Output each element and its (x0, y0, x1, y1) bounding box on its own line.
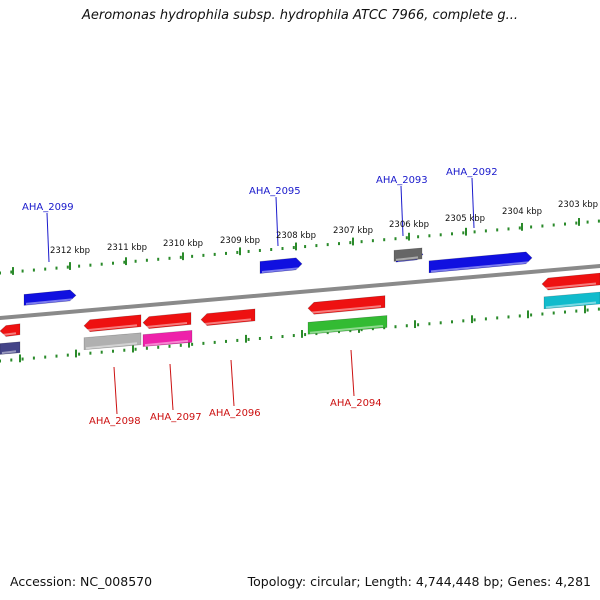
gene-arrow-edge-right (541, 272, 600, 291)
gene-arrow-aha-2098 (83, 314, 142, 333)
ruler-tick-label: 2308 kbp (276, 231, 316, 241)
gene-label: AHA_2092 (446, 167, 498, 178)
map-title: Aeromonas hydrophila subsp. hydrophila A… (81, 8, 519, 23)
chromosome-backbone (0, 264, 600, 320)
label-leader (275, 196, 279, 247)
ruler-tick-label: 2306 kbp (389, 220, 429, 230)
gene-arrow-aha-2099 (23, 289, 77, 306)
feature-arrow-navy (0, 341, 21, 355)
feature-arrow-cyan (543, 291, 600, 310)
genome-summary: Topology: circular; Length: 4,744,448 bp… (247, 574, 591, 589)
label-leader (471, 177, 475, 229)
lower-position-ruler (0, 305, 600, 363)
gene-arrow-aha-2094 (307, 295, 386, 315)
gene-arrow-aha-2097 (142, 312, 192, 329)
label-leader (230, 359, 235, 407)
ruler-tick-label: 2307 kbp (333, 226, 373, 236)
ruler-tick-label: 2303 kbp (558, 200, 598, 210)
gene-label: AHA_2096 (209, 408, 261, 419)
gene-label: AHA_2094 (330, 398, 382, 409)
gene-label: AHA_2097 (150, 412, 202, 423)
accession-label: Accession: NC_008570 (10, 574, 153, 589)
gene-features (0, 247, 600, 355)
label-leader (400, 185, 404, 237)
feature-arrow-grey-2098 (83, 332, 142, 351)
gene-label: AHA_2095 (249, 186, 301, 197)
ruler-tick-label: 2304 kbp (502, 207, 542, 217)
ruler-tick-label: 2305 kbp (445, 214, 485, 224)
upper-position-ruler (0, 218, 600, 275)
gene-label: AHA_2093 (376, 175, 428, 186)
gene-label: AHA_2098 (89, 416, 141, 427)
feature-arrow-grey (393, 247, 423, 262)
gene-labels: AHA_2099 AHA_2095 AHA_2093 AHA_2092 AHA_2098… (22, 167, 498, 427)
label-leader-lines (46, 177, 475, 415)
gene-arrow-aha-2096 (200, 308, 256, 326)
feature-arrow-magenta-2097 (142, 330, 193, 347)
ruler-tick-label: 2312 kbp (50, 246, 90, 256)
gene-arrow-aha-2095 (259, 257, 303, 274)
label-leader (350, 349, 355, 397)
gene-arrow-aha-2092 (428, 251, 533, 274)
ruler-tick-label: 2309 kbp (220, 236, 260, 246)
ruler-tick-labels: 2312 kbp 2311 kbp 2310 kbp 2309 kbp 2308 kbp… (50, 200, 598, 256)
gene-arrow-edge-left (0, 323, 21, 337)
gene-label: AHA_2099 (22, 202, 74, 213)
ruler-tick-label: 2311 kbp (107, 243, 147, 253)
ruler-tick-label: 2310 kbp (163, 239, 203, 249)
label-leader (113, 366, 118, 415)
label-leader (169, 363, 174, 411)
label-leader (46, 212, 50, 263)
feature-arrow-green-2094 (307, 315, 388, 335)
